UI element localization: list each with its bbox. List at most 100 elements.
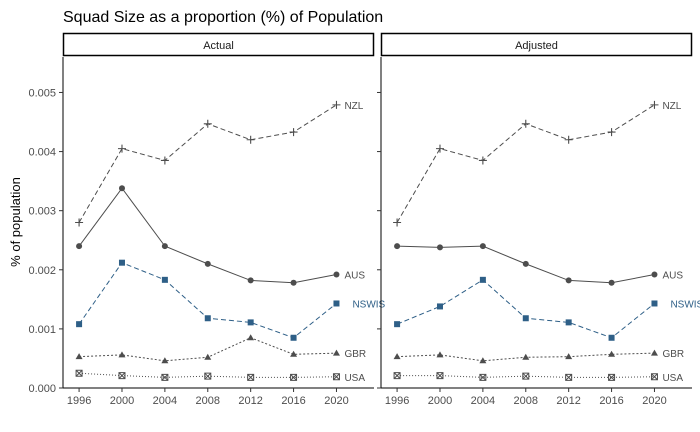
data-point-aus [161, 243, 168, 250]
data-point-usa [332, 373, 340, 381]
series-nswis: NSWIS [394, 276, 700, 341]
data-point-gbr [75, 353, 83, 360]
x-tick-label: 1996 [385, 395, 409, 407]
data-point-aus [522, 260, 529, 267]
data-point-gbr [247, 334, 255, 341]
data-point-nzl [332, 100, 341, 109]
data-point-nzl [478, 156, 487, 165]
data-point-usa [565, 373, 573, 381]
data-point-gbr [332, 349, 340, 356]
data-point-nzl [564, 135, 573, 144]
series-label-gbr: GBR [662, 349, 684, 360]
facet-strip [62, 32, 375, 57]
data-point-nzl [246, 135, 255, 144]
data-point-nzl [435, 144, 444, 153]
series-label-nzl: NZL [662, 101, 681, 112]
data-point-nswis [204, 315, 211, 322]
data-point-aus [436, 244, 443, 251]
data-point-usa [393, 372, 401, 380]
data-point-nswis [565, 319, 572, 326]
x-tick-label: 2020 [324, 395, 348, 407]
data-point-nswis [651, 300, 658, 307]
data-point-usa [118, 372, 126, 380]
facet-strip-label: Adjusted [515, 40, 558, 52]
data-point-aus [333, 271, 340, 278]
data-point-nswis [118, 259, 125, 266]
facet-strip [380, 32, 693, 57]
data-point-nzl [393, 218, 402, 227]
series-nswis: NSWIS [76, 259, 386, 341]
series-label-gbr: GBR [344, 349, 366, 360]
facet-strip-label: Actual [203, 40, 234, 52]
data-point-aus [479, 243, 486, 250]
data-point-usa [75, 369, 83, 377]
series-usa: USA [75, 369, 365, 384]
data-point-nzl [203, 119, 212, 128]
data-point-gbr [565, 353, 573, 360]
data-point-nswis [161, 276, 168, 283]
data-point-nzl [160, 156, 169, 165]
data-point-usa [436, 372, 444, 380]
data-point-aus [204, 260, 211, 267]
data-point-gbr [522, 353, 530, 360]
data-point-usa [608, 373, 616, 381]
series-line-nswis [396, 279, 655, 339]
data-point-usa [161, 373, 169, 381]
data-point-aus [394, 243, 401, 250]
data-point-gbr [436, 351, 444, 358]
data-point-usa [650, 373, 658, 381]
series-aus: AUS [76, 185, 365, 286]
data-point-nzl [117, 144, 126, 153]
x-tick-label: 2020 [642, 395, 666, 407]
series-nzl: NZL [393, 101, 682, 227]
series-gbr: GBR [75, 334, 366, 364]
x-tick-label: 2004 [471, 395, 495, 407]
data-point-gbr [118, 351, 126, 358]
series-usa: USA [393, 372, 683, 384]
data-point-nswis [290, 334, 297, 341]
data-point-gbr [290, 350, 298, 357]
data-point-usa [479, 373, 487, 381]
data-point-aus [118, 185, 125, 192]
panel-adjusted: Adjusted 1996 2000 2004 2008 2012 2016 2020 NZL A… [377, 32, 700, 407]
x-tick-label: 2016 [599, 395, 623, 407]
data-point-nswis [333, 300, 340, 307]
data-point-usa [204, 372, 212, 380]
x-tick-label: 2000 [428, 395, 452, 407]
data-point-gbr [479, 357, 487, 364]
x-tick-label: 2012 [556, 395, 580, 407]
series-nzl: NZL [75, 101, 364, 227]
data-point-aus [76, 243, 83, 250]
data-point-gbr [393, 353, 401, 360]
y-tick-label: 0.002 [28, 265, 56, 277]
data-point-gbr [204, 353, 212, 360]
data-point-usa [522, 372, 530, 380]
data-point-nswis [608, 334, 615, 341]
series-gbr: GBR [393, 349, 684, 364]
y-tick-label: 0.005 [28, 87, 56, 99]
data-point-usa [247, 373, 255, 381]
y-tick-label: 0.003 [28, 206, 56, 218]
data-point-nzl [650, 100, 659, 109]
x-tick-label: 2008 [514, 395, 538, 407]
series-label-nswis: NSWIS [670, 299, 700, 310]
data-point-aus [608, 279, 615, 286]
data-point-nzl [521, 119, 530, 128]
data-point-aus [651, 271, 658, 278]
data-point-nswis [436, 303, 443, 310]
y-axis-title: % of population [8, 177, 23, 267]
series-label-aus: AUS [662, 271, 683, 282]
data-point-nzl [607, 128, 616, 137]
data-point-gbr [608, 350, 616, 357]
data-point-aus [247, 277, 254, 284]
data-point-nswis [394, 321, 401, 328]
x-tick-label: 2016 [281, 395, 305, 407]
x-tick-label: 2000 [110, 395, 134, 407]
series-label-nzl: NZL [344, 101, 363, 112]
x-tick-label: 1996 [67, 395, 91, 407]
data-point-usa [290, 373, 298, 381]
data-point-nswis [76, 321, 83, 328]
series-label-usa: USA [344, 373, 365, 384]
x-tick-label: 2004 [153, 395, 177, 407]
data-point-aus [290, 279, 297, 286]
